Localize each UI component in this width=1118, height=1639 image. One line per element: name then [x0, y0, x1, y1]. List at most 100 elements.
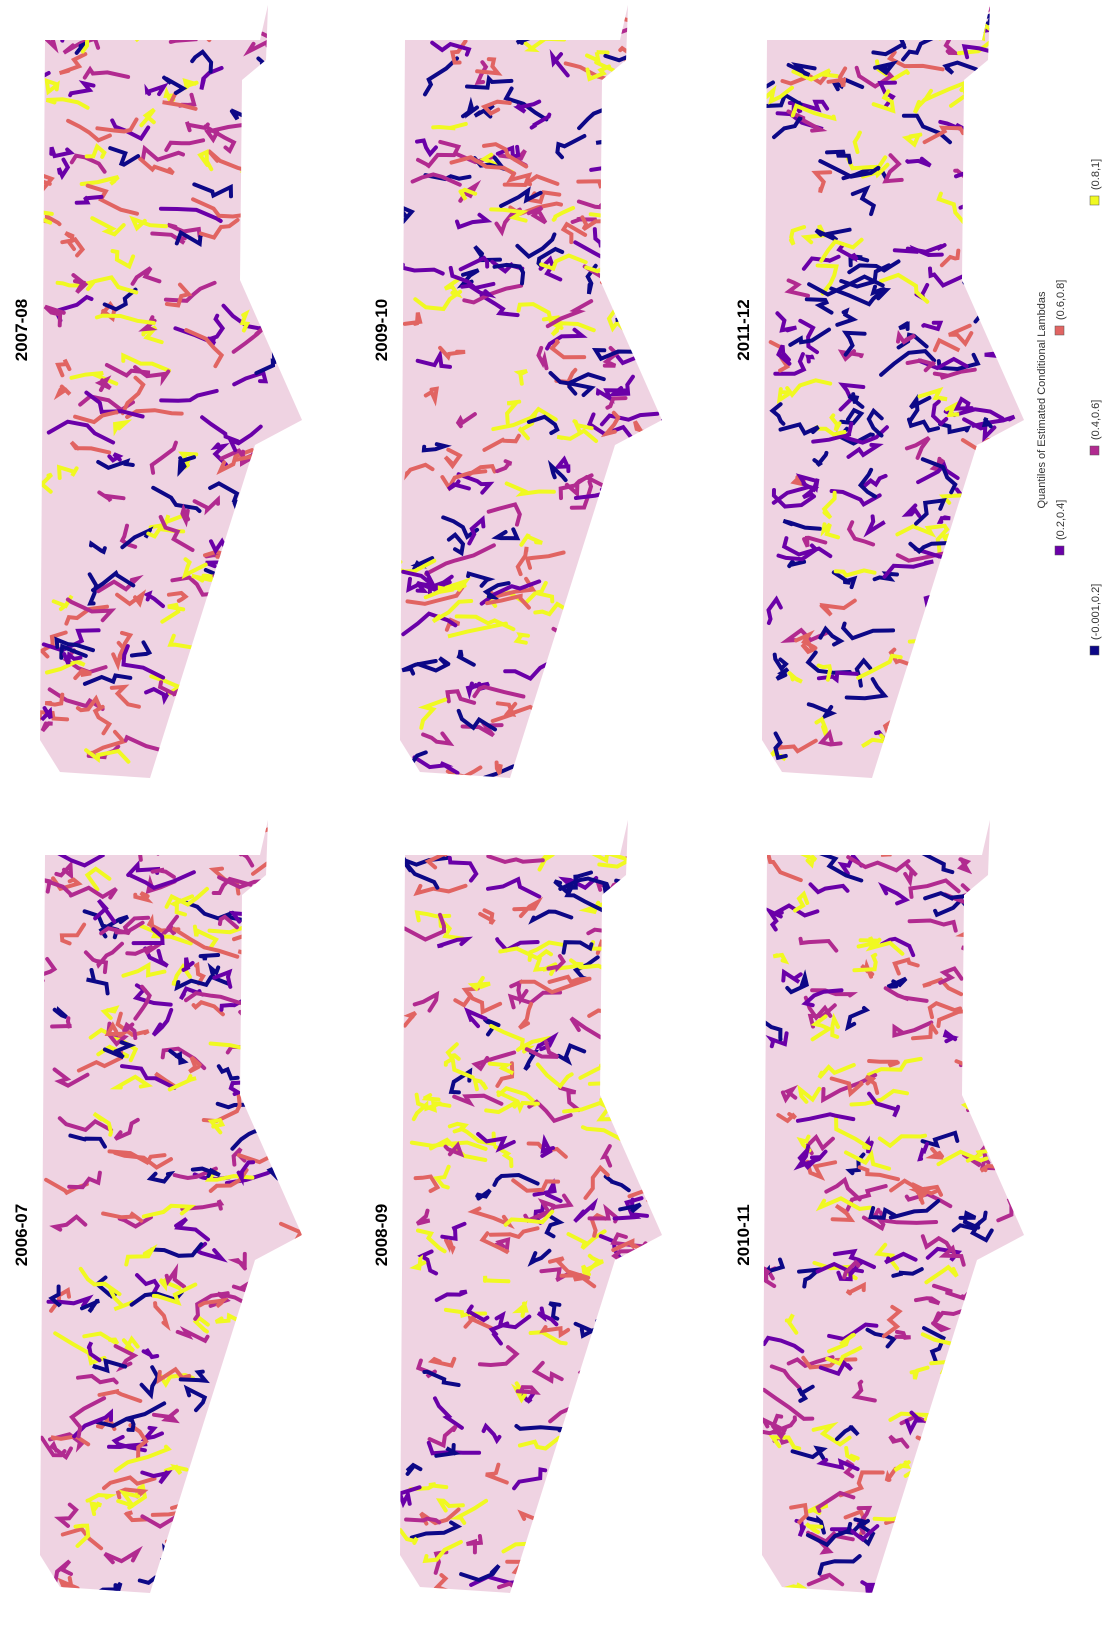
- stream: [181, 557, 208, 580]
- stream: [166, 13, 225, 35]
- stream: [504, 833, 539, 850]
- stream: [545, 1539, 583, 1560]
- stream: [858, 938, 905, 956]
- stream: [97, 490, 126, 503]
- stream: [172, 1166, 218, 1181]
- stream: [153, 1301, 171, 1332]
- stream: [838, 382, 866, 412]
- stream: [958, 198, 990, 219]
- stream: [911, 1469, 940, 1480]
- stream: [558, 876, 599, 891]
- stream: [836, 242, 859, 263]
- stream: [455, 412, 477, 429]
- stream: [456, 472, 495, 495]
- stream: [573, 1197, 599, 1223]
- stream: [564, 884, 608, 914]
- stream: [947, 650, 966, 672]
- stream: [551, 622, 589, 638]
- stream: [139, 5, 168, 19]
- stream: [121, 1021, 138, 1040]
- stream: [892, 244, 944, 258]
- stream: [617, 1415, 638, 1445]
- stream: [542, 676, 573, 694]
- stream: [786, 62, 817, 77]
- stream: [452, 1093, 504, 1107]
- stream: [163, 1463, 189, 1475]
- stream: [599, 1057, 636, 1073]
- stream: [119, 523, 138, 549]
- stream: [416, 152, 457, 169]
- stream: [298, 493, 302, 516]
- stream: [59, 643, 88, 660]
- stream: [248, 91, 296, 112]
- stream: [927, 1000, 963, 1020]
- stream: [82, 65, 131, 80]
- stream: [87, 572, 99, 606]
- legend-label: (0.2,0.4]: [1055, 500, 1067, 540]
- stream: [857, 1518, 876, 1547]
- stream: [583, 1164, 610, 1200]
- stream: [268, 899, 289, 908]
- stream: [784, 1313, 799, 1335]
- stream: [932, 337, 961, 353]
- stream: [512, 896, 544, 918]
- stream: [837, 349, 865, 362]
- stream: [244, 1032, 296, 1062]
- stream: [845, 1281, 866, 1296]
- stream: [958, 545, 998, 562]
- stream: [40, 721, 53, 733]
- stream: [533, 601, 568, 617]
- stream: [53, 384, 72, 401]
- stream: [214, 1312, 249, 1327]
- stream: [891, 1267, 924, 1278]
- stream: [956, 699, 1006, 726]
- stream: [74, 194, 104, 205]
- stream: [917, 632, 957, 650]
- stream: [785, 378, 833, 399]
- stream: [810, 988, 858, 998]
- stream: [829, 489, 882, 508]
- stream: [595, 939, 634, 969]
- stream: [181, 957, 195, 972]
- stream: [619, 1033, 641, 1057]
- stream: [622, 1097, 662, 1121]
- stream: [115, 1011, 150, 1037]
- stream: [239, 309, 251, 333]
- stream: [1020, 1491, 1024, 1507]
- stream: [922, 125, 965, 145]
- stream: [270, 537, 302, 560]
- stream: [259, 672, 289, 698]
- stream: [45, 659, 86, 675]
- map-panel: 2009-10: [372, 5, 662, 778]
- stream: [433, 1396, 464, 1430]
- stream: [657, 768, 662, 778]
- stream: [554, 733, 582, 761]
- stream: [485, 8, 535, 29]
- legend-swatch: [1054, 545, 1065, 556]
- stream: [871, 89, 896, 114]
- stream: [226, 424, 263, 453]
- stream: [427, 1356, 457, 1368]
- stream: [213, 553, 254, 583]
- stream: [836, 5, 850, 19]
- stream: [558, 820, 604, 830]
- stream: [400, 1485, 422, 1509]
- stream: [197, 1297, 229, 1309]
- stream: [265, 309, 298, 332]
- panel-title: 2009-10: [372, 299, 391, 361]
- stream: [1000, 645, 1024, 657]
- stream: [1007, 820, 1024, 834]
- stream: [111, 1434, 147, 1453]
- stream: [971, 673, 990, 691]
- stream: [548, 371, 596, 397]
- stream: [297, 1018, 302, 1042]
- stream: [957, 643, 994, 660]
- stream: [960, 1283, 1001, 1299]
- stream: [424, 543, 496, 576]
- stream: [922, 977, 964, 997]
- stream: [239, 159, 282, 185]
- stream: [654, 228, 662, 245]
- stream: [291, 297, 302, 313]
- stream: [217, 820, 262, 844]
- stream: [192, 717, 209, 747]
